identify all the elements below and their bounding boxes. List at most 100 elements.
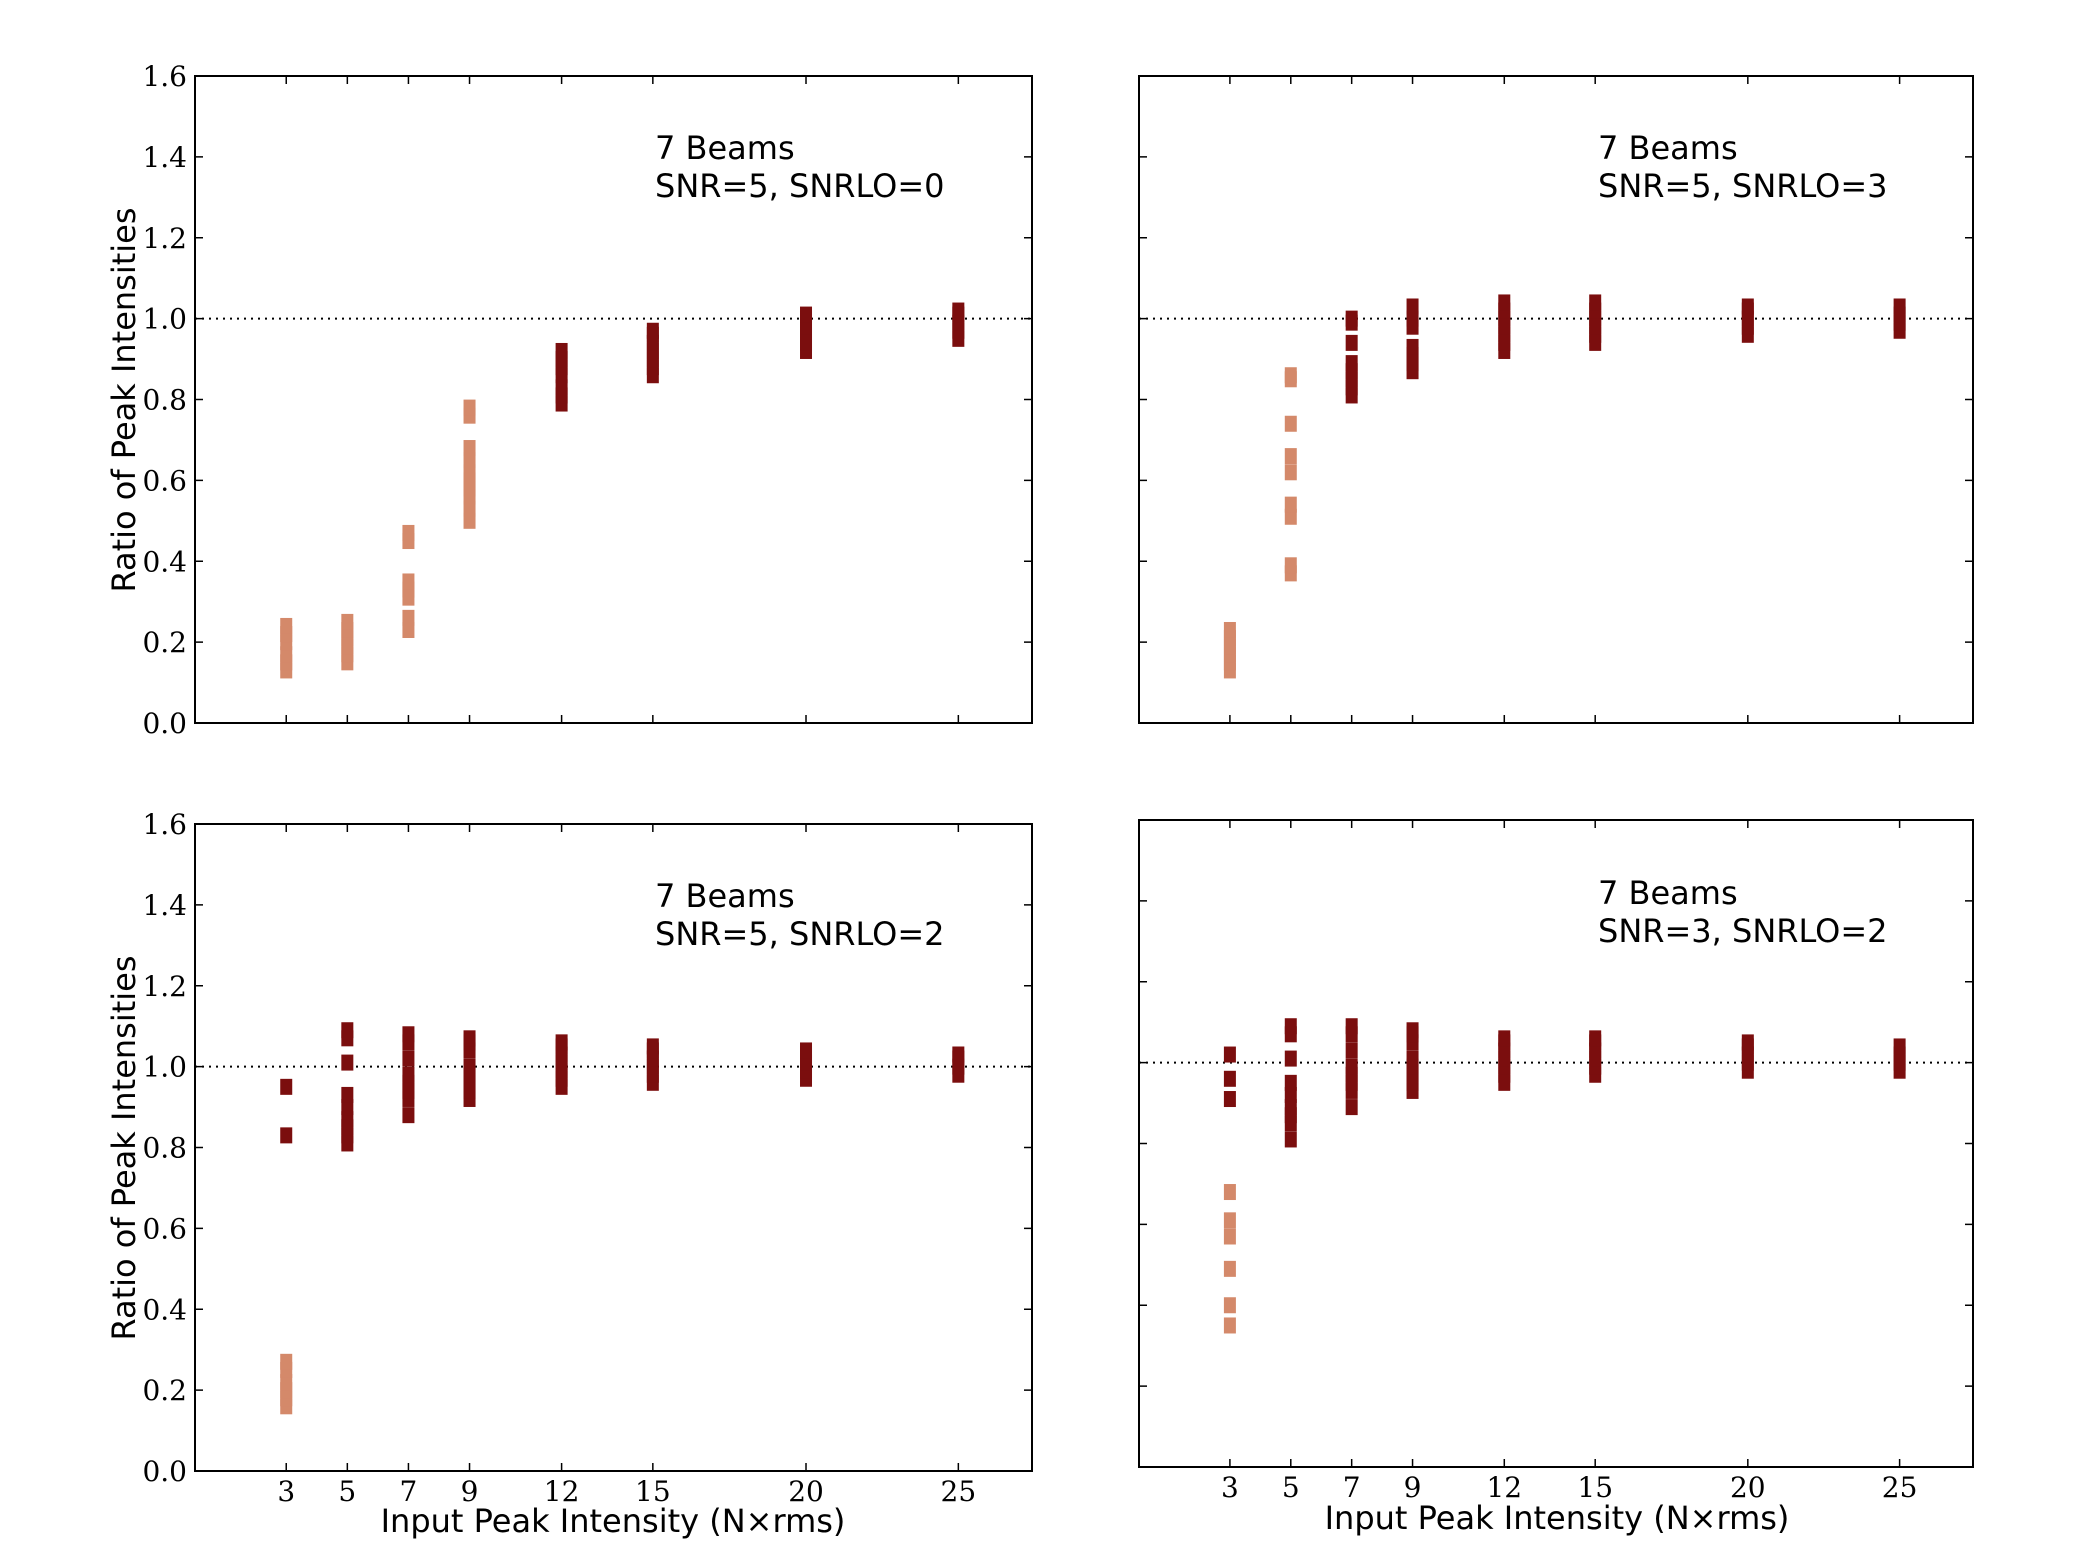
- plot-area: 0.0 0.2 0.4 0.6 0.8 1.0 1.2 1.4 1.6 3 5 7 9 12 15 20 25: [142, 808, 1033, 1508]
- x-tick-label: 20: [788, 1475, 824, 1508]
- x-tick-label: 12: [1486, 1471, 1522, 1504]
- data-point: [280, 1353, 293, 1370]
- annotation-line-1: 7 Beams: [1598, 874, 1738, 912]
- data-point: [402, 1050, 415, 1067]
- y-tick-label: 0.4: [142, 545, 187, 578]
- y-tick-label: 0.8: [142, 1132, 187, 1165]
- x-tick-label: 3: [1221, 1471, 1239, 1504]
- data-point: [280, 1374, 293, 1391]
- x-tick-label: 20: [1730, 1471, 1766, 1504]
- data-point: [646, 322, 659, 339]
- data-point: [463, 1030, 476, 1047]
- data-point: [1223, 1184, 1236, 1201]
- x-axis-label: Input Peak Intensity (N×rms): [1325, 1499, 1790, 1537]
- x-tick-label: 9: [1404, 1471, 1422, 1504]
- data-point: [1223, 1091, 1236, 1108]
- y-tick-label: 0.4: [142, 1293, 187, 1326]
- series-detected: [1223, 1018, 1906, 1148]
- data-point: [1284, 448, 1297, 465]
- data-point: [402, 1066, 415, 1083]
- data-point: [402, 573, 415, 590]
- data-point: [341, 1086, 354, 1103]
- series-below-threshold: [280, 1353, 293, 1415]
- data-point: [1284, 1099, 1297, 1116]
- data-point: [402, 524, 415, 541]
- data-point: [463, 464, 476, 481]
- x-tick-label: 25: [1882, 1471, 1918, 1504]
- data-point: [1284, 464, 1297, 481]
- data-point: [1345, 1058, 1358, 1075]
- x-tick-label: 12: [544, 1475, 580, 1508]
- annotation-line-1: 7 Beams: [655, 877, 795, 915]
- series-below-threshold: [280, 399, 476, 679]
- y-tick-label: 1.6: [142, 60, 187, 93]
- annotation-line-1: 7 Beams: [655, 129, 795, 167]
- data-point: [1498, 1030, 1511, 1047]
- data-point: [1741, 298, 1754, 315]
- y-tick-label: 1.6: [142, 808, 187, 841]
- data-point: [463, 399, 476, 416]
- data-point: [280, 646, 293, 663]
- panel-top-right: 7 Beams SNR=5, SNRLO=3: [1138, 75, 1974, 724]
- y-tick-label: 1.0: [142, 303, 187, 336]
- data-point: [1345, 334, 1358, 351]
- y-tick-label: 1.0: [142, 1051, 187, 1084]
- series-detected: [280, 1022, 965, 1152]
- data-point: [1345, 310, 1358, 327]
- data-point: [1223, 621, 1236, 638]
- y-tick-label: 1.4: [142, 141, 187, 174]
- data-point: [1284, 1086, 1297, 1103]
- x-tick-label: 5: [338, 1475, 356, 1508]
- data-point: [800, 306, 813, 323]
- data-point: [1406, 1050, 1419, 1067]
- x-tick-label: 3: [277, 1475, 295, 1508]
- annotation-line-2: SNR=5, SNRLO=0: [655, 167, 945, 205]
- y-tick-label: 0.0: [142, 1455, 187, 1488]
- data-point: [1406, 338, 1419, 355]
- data-point: [1223, 1046, 1236, 1063]
- data-point: [1284, 1131, 1297, 1148]
- data-point: [402, 609, 415, 626]
- y-tick-label: 1.2: [142, 970, 187, 1003]
- data-point: [1223, 1212, 1236, 1229]
- y-tick-label: 0.8: [142, 384, 187, 417]
- data-point: [1284, 1050, 1297, 1067]
- panel-bottom-left: 0.00.20.40.60.81.01.21.41.63 5 7 9 12 15 20 25 …: [105, 808, 1033, 1540]
- y-tick-label: 0.6: [142, 464, 187, 497]
- data-point: [1284, 1074, 1297, 1091]
- data-point: [463, 452, 476, 469]
- data-point: [1406, 1022, 1419, 1039]
- plot-area: [1138, 75, 1974, 724]
- y-tick-label: 1.4: [142, 889, 187, 922]
- data-point: [1223, 1260, 1236, 1277]
- series-below-threshold: [1223, 367, 1297, 679]
- data-point: [402, 1107, 415, 1124]
- x-tick-label: 15: [1577, 1471, 1613, 1504]
- data-point: [341, 1099, 354, 1116]
- data-point: [1284, 496, 1297, 513]
- x-tick-label: 7: [1343, 1471, 1361, 1504]
- x-tick-label: 25: [941, 1475, 977, 1508]
- x-tick-label: 5: [1282, 1471, 1300, 1504]
- data-point: [952, 1046, 965, 1063]
- data-point: [1345, 355, 1358, 372]
- data-point: [1223, 1317, 1236, 1334]
- data-point: [1284, 367, 1297, 384]
- data-point: [1345, 1018, 1358, 1035]
- annotation-line-1: 7 Beams: [1598, 129, 1738, 167]
- data-point: [800, 1042, 813, 1059]
- data-point: [463, 1058, 476, 1075]
- data-point: [463, 440, 476, 457]
- data-point: [1406, 310, 1419, 327]
- data-point: [1589, 1030, 1602, 1047]
- data-point: [952, 302, 965, 319]
- data-point: [1345, 1099, 1358, 1116]
- data-point: [1893, 1038, 1906, 1055]
- y-tick-label: 0.0: [142, 707, 187, 740]
- y-axis-label: Ratio of Peak Intensities: [105, 955, 143, 1340]
- data-point: [341, 1111, 354, 1128]
- data-point: [1223, 1228, 1236, 1245]
- data-point: [341, 613, 354, 630]
- annotation-line-2: SNR=5, SNRLO=3: [1598, 167, 1888, 205]
